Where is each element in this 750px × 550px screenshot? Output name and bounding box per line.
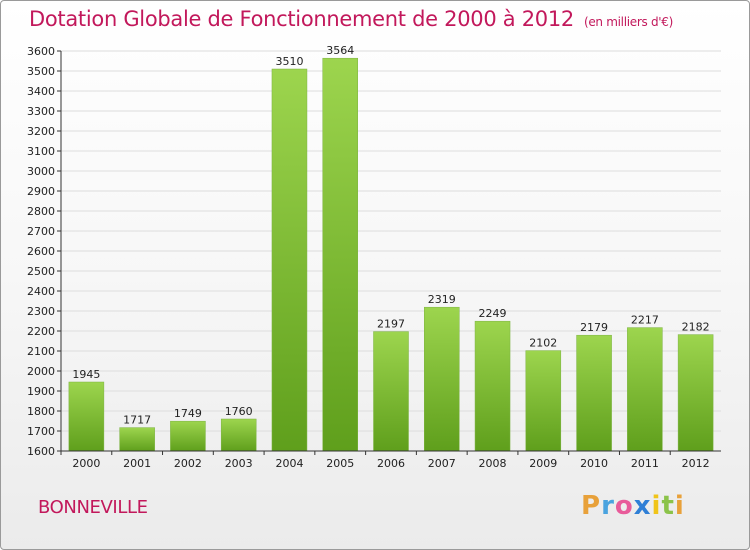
logo-letter: i xyxy=(651,491,662,521)
x-tick-label: 2002 xyxy=(174,457,202,470)
y-tick-label: 2400 xyxy=(27,285,55,298)
chart-unit: (en milliers d'€) xyxy=(583,15,673,29)
logo-letter: x xyxy=(633,491,652,521)
bar xyxy=(271,68,308,452)
y-tick-label: 2900 xyxy=(27,185,55,198)
y-tick-label: 2300 xyxy=(27,305,55,318)
bar xyxy=(322,57,358,452)
bar-value-label: 2102 xyxy=(529,337,557,350)
y-tick-label: 2200 xyxy=(27,325,55,338)
bar xyxy=(424,306,460,452)
x-tick-label: 2008 xyxy=(479,457,507,470)
y-tick-label: 3000 xyxy=(27,165,55,178)
bar-value-label: 1760 xyxy=(225,405,253,418)
x-tick-label: 2000 xyxy=(72,457,100,470)
x-tick-label: 2011 xyxy=(631,457,659,470)
x-tick-label: 2004 xyxy=(275,457,303,470)
y-tick-label: 3300 xyxy=(27,105,55,118)
bars: 1945 1717 1749 1760 3510 3564 2197 2319 2249 2102… xyxy=(68,44,714,452)
y-tick-label: 1900 xyxy=(27,385,55,398)
y-tick-label: 1800 xyxy=(27,405,55,418)
y-tick-label: 2700 xyxy=(27,225,55,238)
y-tick-label: 2000 xyxy=(27,365,55,378)
x-tick-label: 2009 xyxy=(529,457,557,470)
chart-title-text: Dotation Globale de Fonctionnement de 20… xyxy=(29,7,574,31)
logo-letter: o xyxy=(614,491,634,521)
bar xyxy=(677,334,714,452)
logo-letter: i xyxy=(674,491,685,521)
x-tick-label: 2012 xyxy=(682,457,710,470)
bar xyxy=(525,350,562,452)
bar-value-label: 2319 xyxy=(428,293,456,306)
bar-value-label: 3510 xyxy=(275,55,303,68)
bar-value-label: 3564 xyxy=(326,44,354,57)
bar-value-label: 2182 xyxy=(682,321,710,334)
x-tick-label: 2007 xyxy=(428,457,456,470)
logo-letter: P xyxy=(581,491,602,521)
y-tick-label: 1700 xyxy=(27,425,55,438)
x-tick-label: 2010 xyxy=(580,457,608,470)
logo-letter: r xyxy=(601,491,615,521)
bar xyxy=(576,334,612,452)
axes: 1600 1700 1800 1900 2000 2100 2200 2300 2400 2500… xyxy=(27,45,721,470)
logo-letter: t xyxy=(661,491,675,521)
y-tick-label: 2500 xyxy=(27,265,55,278)
bar xyxy=(220,418,257,452)
y-tick-label: 2800 xyxy=(27,205,55,218)
bar-value-label: 2197 xyxy=(377,318,405,331)
bar-value-label: 2249 xyxy=(479,307,507,320)
x-tick-label: 2003 xyxy=(225,457,253,470)
bar xyxy=(170,420,206,452)
y-tick-label: 2100 xyxy=(27,345,55,358)
x-tick-label: 2001 xyxy=(123,457,151,470)
x-tick-label: 2006 xyxy=(377,457,405,470)
bar-value-label: 1749 xyxy=(174,407,202,420)
chart-title: Dotation Globale de Fonctionnement de 20… xyxy=(29,7,673,31)
commune-name: BONNEVILLE xyxy=(38,497,148,518)
bar-value-label: 2179 xyxy=(580,321,608,334)
bar-value-label: 2217 xyxy=(631,314,659,327)
proxiti-logo: Proxiti xyxy=(581,491,685,521)
bar xyxy=(119,427,155,452)
bar xyxy=(627,327,663,452)
bar xyxy=(474,320,511,452)
y-tick-label: 1600 xyxy=(27,445,55,458)
y-tick-label: 3500 xyxy=(27,65,55,78)
bar xyxy=(68,381,105,452)
bar-value-label: 1945 xyxy=(72,368,100,381)
y-tick-label: 3400 xyxy=(27,85,55,98)
y-tick-label: 3200 xyxy=(27,125,55,138)
y-tick-label: 2600 xyxy=(27,245,55,258)
x-tick-label: 2005 xyxy=(326,457,354,470)
bar-value-label: 1717 xyxy=(123,414,151,427)
y-tick-label: 3600 xyxy=(27,45,55,58)
y-tick-label: 3100 xyxy=(27,145,55,158)
bar xyxy=(373,331,409,452)
